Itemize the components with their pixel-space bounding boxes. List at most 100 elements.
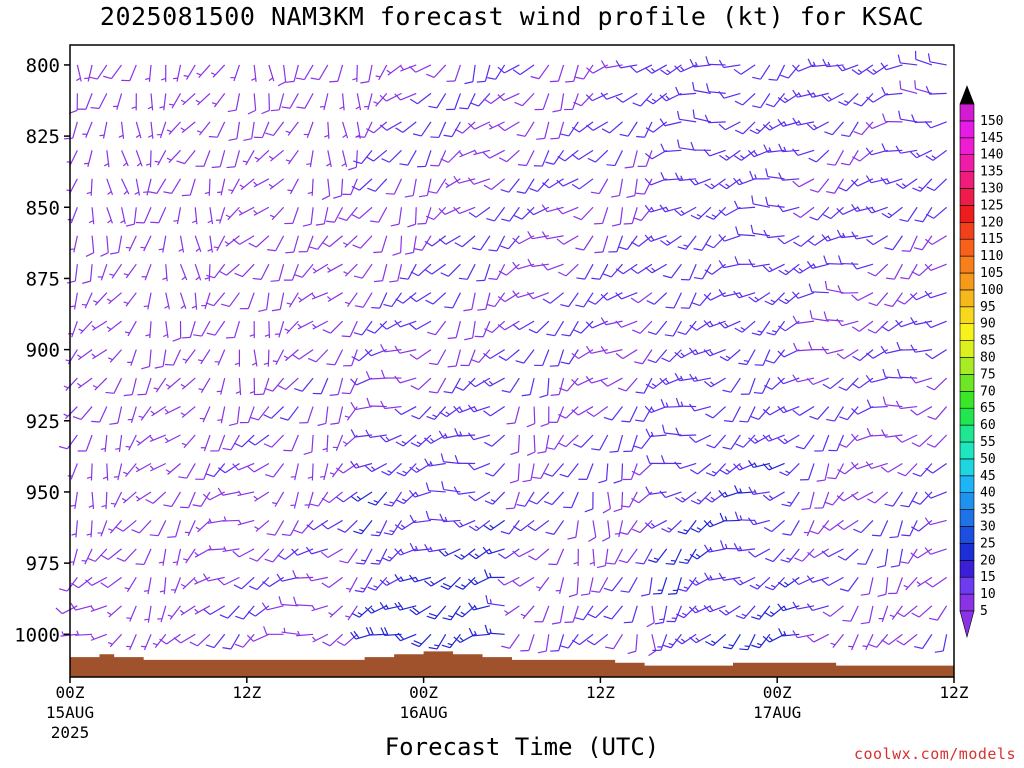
wind-barb-half-feather (756, 642, 762, 646)
credit-link[interactable]: coolwx.com/models (853, 745, 1016, 763)
wind-barb-feather (826, 418, 835, 422)
wind-barb-shaft (673, 292, 682, 309)
wind-barb (500, 235, 520, 250)
wind-barb-shaft (606, 292, 623, 301)
wind-barb-shaft (125, 263, 137, 279)
wind-barb-feather (438, 238, 447, 245)
wind-barb-feather (423, 437, 432, 444)
wind-barb-shaft (919, 434, 933, 448)
wind-barb (468, 491, 491, 502)
wind-barb-half-feather (341, 162, 347, 167)
wind-barb-shaft (536, 320, 550, 334)
wind-barb (468, 206, 491, 218)
wind-barb (824, 121, 844, 136)
wind-barb-feather (615, 96, 624, 103)
wind-barb (381, 463, 402, 476)
wind-barb-feather (468, 627, 474, 637)
wind-barb (247, 462, 270, 473)
wind-barb-feather (571, 183, 580, 190)
wind-barb-feather (618, 246, 628, 251)
wind-barb-half-feather (150, 410, 155, 415)
wind-barb (664, 320, 682, 337)
wind-barb-shaft (651, 263, 668, 274)
wind-barb-shaft (773, 349, 786, 364)
wind-barb-feather (559, 473, 569, 478)
wind-barb (763, 605, 785, 618)
wind-barb (557, 406, 579, 419)
wind-barb-feather (635, 192, 645, 195)
wind-barb-half-feather (916, 152, 921, 157)
wind-barb (426, 605, 447, 620)
wind-barb-shaft (578, 349, 594, 360)
wind-barb-shaft (660, 634, 668, 651)
wind-barb-half-feather (238, 519, 242, 525)
wind-barb-feather (882, 368, 887, 378)
wind-barb (178, 235, 185, 253)
wind-barb-shaft (860, 520, 874, 534)
wind-barb-feather (468, 553, 477, 560)
wind-barb-shaft (817, 406, 830, 420)
wind-barb-feather (208, 135, 218, 138)
wind-barb (311, 292, 329, 300)
wind-barb-feather (822, 214, 832, 220)
wind-barb-shaft (631, 434, 638, 452)
wind-barb-feather (163, 191, 172, 194)
wind-barb (734, 511, 756, 522)
wind-barb (851, 320, 874, 332)
wind-barb-shaft (885, 349, 903, 354)
wind-barb-shaft (120, 207, 126, 224)
wind-barb (777, 576, 800, 588)
wind-barb-half-feather (234, 362, 240, 366)
wind-barb-feather (513, 215, 523, 220)
wind-barb-feather (205, 473, 215, 478)
wind-barb-shaft (78, 377, 93, 389)
wind-barb-shaft (759, 320, 771, 336)
wind-barb-feather (430, 164, 439, 167)
wind-barb-feather (692, 81, 695, 91)
wind-barb-shaft (222, 519, 240, 522)
wind-barb (328, 605, 343, 618)
wind-barb-feather (778, 269, 787, 276)
wind-barb-feather (409, 542, 415, 551)
wind-barb (77, 377, 93, 389)
wind-barb (749, 121, 771, 135)
wind-barb-half-feather (253, 181, 258, 186)
wind-barb-shaft (757, 576, 771, 590)
wind-barb-shaft (604, 548, 609, 566)
wind-barb (290, 491, 299, 509)
wind-barb-half-feather (488, 548, 493, 554)
wind-barb (425, 206, 447, 221)
wind-barb-shaft (286, 320, 299, 334)
wind-barb-feather (852, 156, 861, 162)
wind-barb-half-feather (196, 130, 202, 134)
wind-barb-shaft (672, 320, 682, 337)
wind-barb-feather (823, 255, 828, 264)
wind-barb-shaft (738, 178, 756, 186)
wind-barb (623, 605, 638, 624)
wind-barb-shaft (828, 548, 844, 558)
wind-barb-half-feather (682, 612, 687, 616)
wind-barb-half-feather (710, 381, 715, 386)
wind-barb (522, 463, 535, 483)
wind-barb (539, 378, 550, 399)
wind-barb (394, 320, 417, 328)
wind-barb-feather (217, 487, 224, 496)
wind-barb-shaft (742, 434, 756, 448)
wind-barb-feather (689, 579, 697, 586)
wind-barb-feather (601, 128, 610, 134)
wind-barb-feather (483, 98, 492, 105)
wind-barb-shaft (489, 349, 505, 360)
wind-barb (232, 548, 255, 558)
wind-barb-feather (611, 194, 620, 198)
wind-barb-shaft (327, 263, 343, 273)
wind-barb-shaft (846, 434, 859, 448)
wind-barb-feather (383, 532, 393, 536)
wind-barb-shaft (713, 206, 727, 220)
wind-barb-half-feather (444, 182, 450, 187)
wind-barb-half-feather (430, 580, 435, 585)
wind-barb (512, 548, 535, 558)
wind-barb-shaft (474, 576, 491, 586)
wind-barb-feather (322, 641, 331, 647)
wind-barb (498, 349, 520, 361)
